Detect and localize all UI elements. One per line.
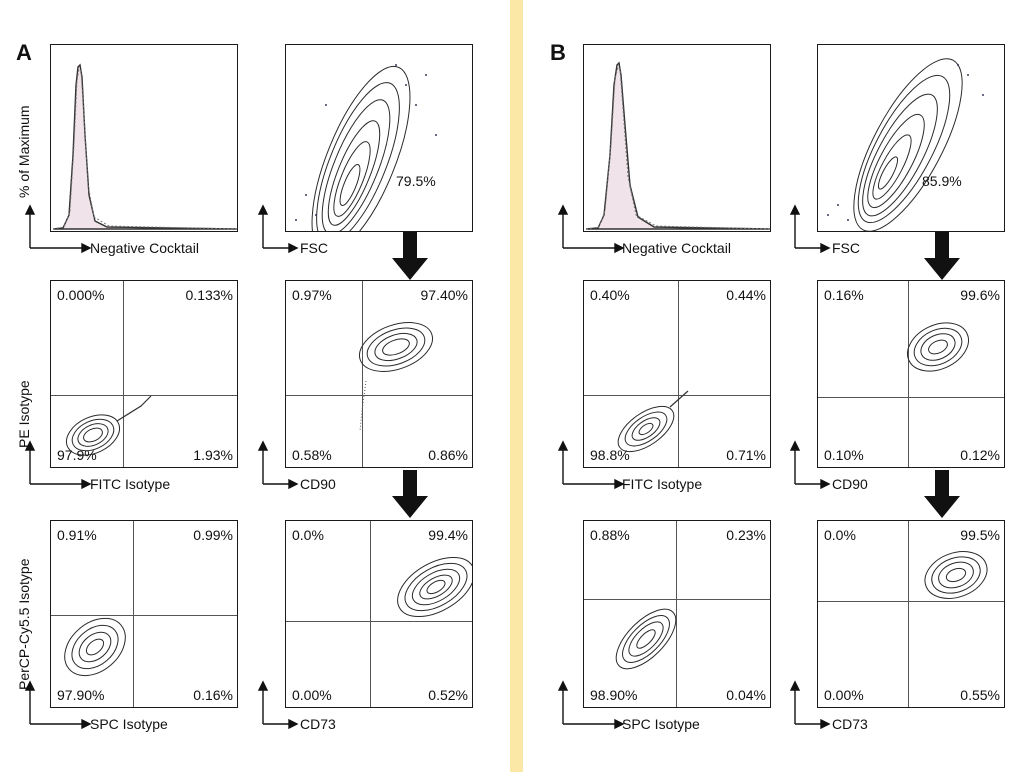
quadrant-lower-right: 0.04% xyxy=(726,687,766,703)
panel-label: A xyxy=(16,40,32,65)
cd90-xlabel: CD90 xyxy=(832,476,868,492)
quadrant-lower-left: 98.8% xyxy=(590,447,630,463)
quadrant-plot-cd73: 0.0% 99.4% 0.00% 0.52% xyxy=(285,520,473,708)
histogram-plot xyxy=(583,44,771,232)
quadrant-lower-left: 97.90% xyxy=(57,687,105,703)
quadrant-upper-right: 99.4% xyxy=(428,527,468,543)
quadrant-upper-left: 0.0% xyxy=(292,527,324,543)
fsc-xlabel: FSC xyxy=(300,240,328,256)
fsc-contours xyxy=(295,64,437,231)
quadrant-lower-right: 0.12% xyxy=(960,447,1000,463)
contour-cluster xyxy=(924,551,988,599)
fsc-gate-percent: 85.9% xyxy=(922,173,962,189)
histogram-curve xyxy=(585,61,770,230)
quadrant-upper-left: 0.16% xyxy=(824,287,864,303)
quadrant-upper-right: 0.44% xyxy=(726,287,766,303)
quadrant-upper-right: 97.40% xyxy=(420,287,468,303)
quadrant-upper-right: 0.99% xyxy=(193,527,233,543)
cd73-xlabel: CD73 xyxy=(832,716,868,732)
fsc-contours xyxy=(827,58,984,231)
cd73-xlabel: CD73 xyxy=(300,716,336,732)
quadrant-lower-right: 0.86% xyxy=(428,447,468,463)
isotype-1-xlabel: FITC Isotype xyxy=(622,476,703,492)
contour-cluster xyxy=(64,617,126,677)
quadrant-lower-left: 0.00% xyxy=(824,687,864,703)
quadrant-plot-isotype-1: 0.000% 0.133% 97.9% 1.93% xyxy=(50,280,238,468)
quadrant-upper-left: 0.97% xyxy=(292,287,332,303)
quadrant-lower-left: 98.90% xyxy=(590,687,638,703)
fsc-density-plot: 79.5% xyxy=(285,44,473,232)
quadrant-lower-right: 0.52% xyxy=(428,687,468,703)
quadrant-upper-right: 0.133% xyxy=(185,287,233,303)
quadrant-lower-left: 97.9% xyxy=(57,447,97,463)
histogram-xlabel: Negative Cocktail xyxy=(622,240,731,256)
isotype-2-xlabel: SPC Isotype xyxy=(90,716,168,732)
quadrant-plot-cd90: 0.97% 97.40% 0.58% 0.86% xyxy=(285,280,473,468)
fsc-density-plot: 85.9% xyxy=(817,44,1005,232)
quadrant-upper-right: 0.23% xyxy=(726,527,766,543)
quadrant-upper-left: 0.000% xyxy=(57,287,105,303)
contour-cluster xyxy=(617,390,689,453)
cd90-xlabel: CD90 xyxy=(300,476,336,492)
fsc-gate-percent: 79.5% xyxy=(396,173,436,189)
contour-cluster xyxy=(615,608,677,670)
quadrant-upper-left: 0.91% xyxy=(57,527,97,543)
quadrant-plot-cd73: 0.0% 99.5% 0.00% 0.55% xyxy=(817,520,1005,708)
quadrant-lower-right: 0.16% xyxy=(193,687,233,703)
histogram-plot xyxy=(50,44,238,232)
fsc-xlabel: FSC xyxy=(832,240,860,256)
quadrant-plot-isotype-2: 0.91% 0.99% 97.90% 0.16% xyxy=(50,520,238,708)
quadrant-plot-isotype-2: 0.88% 0.23% 98.90% 0.04% xyxy=(583,520,771,708)
gating-arrow-down xyxy=(924,470,960,518)
contour-cluster xyxy=(397,556,472,618)
quadrant-plot-isotype-1: 0.40% 0.44% 98.8% 0.71% xyxy=(583,280,771,468)
gating-arrow-down xyxy=(392,232,428,280)
quadrant-upper-left: 0.40% xyxy=(590,287,630,303)
histogram-xlabel: Negative Cocktail xyxy=(90,240,199,256)
quadrant-lower-right: 0.71% xyxy=(726,447,766,463)
quadrant-lower-left: 0.58% xyxy=(292,447,332,463)
quadrant-upper-left: 0.88% xyxy=(590,527,630,543)
quadrant-upper-left: 0.0% xyxy=(824,527,856,543)
isotype-2-xlabel: SPC Isotype xyxy=(622,716,700,732)
gating-arrow-down xyxy=(924,232,960,280)
quadrant-plot-cd90: 0.16% 99.6% 0.10% 0.12% xyxy=(817,280,1005,468)
contour-cluster xyxy=(66,395,152,456)
quadrant-upper-right: 99.6% xyxy=(960,287,1000,303)
quadrant-lower-left: 0.00% xyxy=(292,687,332,703)
isotype-1-xlabel: FITC Isotype xyxy=(90,476,171,492)
quadrant-lower-left: 0.10% xyxy=(824,447,864,463)
quadrant-lower-right: 1.93% xyxy=(193,447,233,463)
quadrant-lower-right: 0.55% xyxy=(960,687,1000,703)
contour-cluster xyxy=(359,322,433,432)
isotype-2-ylabel: PerCP-Cy5.5 Isotype xyxy=(16,558,32,691)
contour-cluster xyxy=(907,322,969,372)
panel-divider xyxy=(510,0,523,772)
gating-arrow-down xyxy=(392,470,428,518)
histogram-ylabel: % of Maximum xyxy=(16,105,32,198)
histogram-curve xyxy=(52,63,237,230)
panel-label: B xyxy=(550,40,566,65)
quadrant-upper-right: 99.5% xyxy=(960,527,1000,543)
